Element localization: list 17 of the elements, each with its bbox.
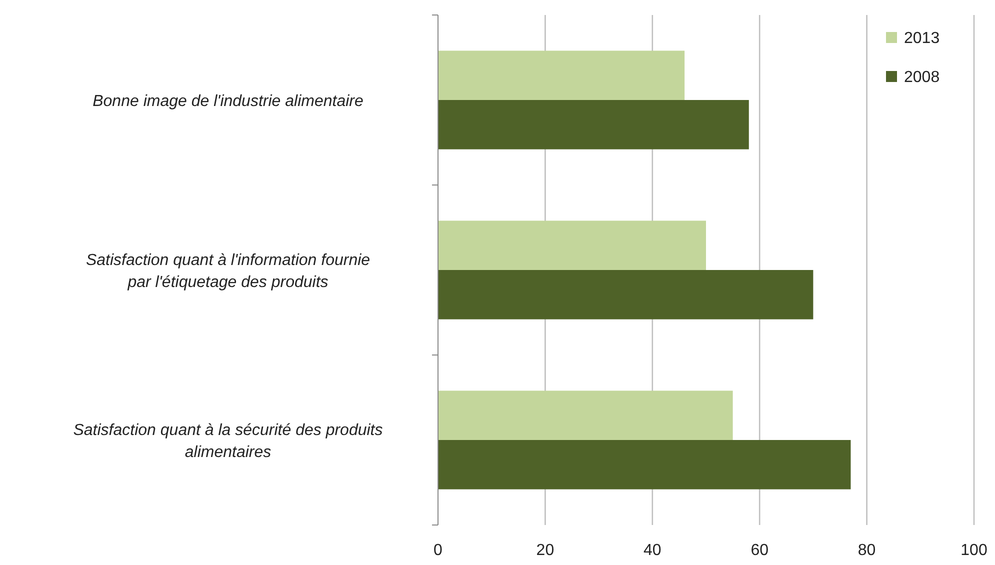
bar — [438, 270, 814, 320]
bar — [438, 390, 733, 440]
x-tick-label: 40 — [644, 542, 662, 559]
x-tick-label: 100 — [960, 542, 988, 559]
bar — [438, 100, 749, 150]
x-tick-label: 0 — [434, 542, 443, 559]
y-tick-label: Bonne image de l'industrie alimentaire — [92, 93, 364, 110]
x-tick-label: 20 — [536, 542, 554, 559]
y-tick-label: Satisfaction quant à la sécurité des produits alimentaires — [73, 422, 383, 461]
bar — [438, 440, 851, 490]
legend-label: 2008 — [904, 69, 940, 86]
legend-label: 2013 — [904, 30, 940, 47]
x-tick-label: 60 — [750, 542, 769, 559]
bar — [438, 220, 706, 270]
x-tick-label: 80 — [858, 542, 876, 559]
bar — [438, 50, 685, 100]
y-tick-label: Satisfaction quant à l'information fournie par l'étiquetage des produits — [86, 252, 370, 291]
